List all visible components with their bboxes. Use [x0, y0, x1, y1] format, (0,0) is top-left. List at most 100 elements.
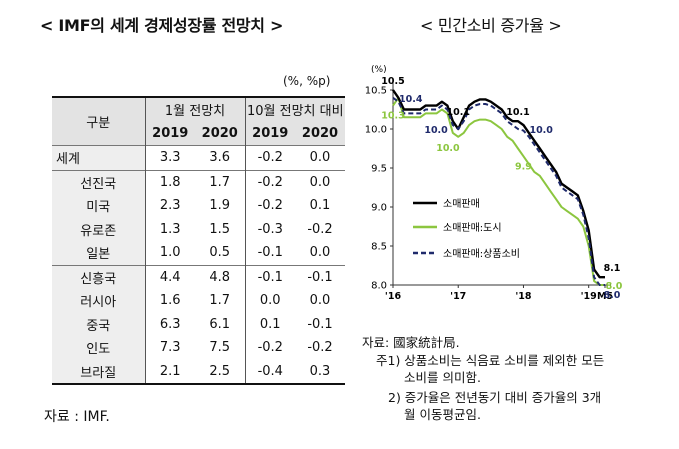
cell: -0.2 [307, 221, 333, 237]
y-tick-label: 10.5 [365, 86, 387, 97]
data-label: 10.3 [381, 111, 404, 122]
row-label: 선진국 [52, 169, 145, 194]
cell: -0.2 [307, 340, 333, 356]
row-label: 유로존 [52, 217, 145, 241]
cell: 6.3 [144, 312, 195, 336]
cell: 1.0 [144, 241, 195, 265]
cell: 1.9 [209, 198, 231, 214]
data-label: 8.0 [604, 290, 621, 301]
chart-note-2: 2) 증가율은 전년동기 대비 증가율의 3개 [388, 390, 602, 405]
x-tick-label: '16 [385, 291, 402, 302]
table-row: 유로존 1.3 1.5 -0.3 -0.2 [52, 217, 345, 241]
cell: -0.1 [244, 264, 295, 289]
row-label: 미국 [52, 194, 145, 218]
x-tick-label: '18 [515, 291, 532, 302]
table-unit: (%, %p) [283, 74, 331, 88]
cell: 7.5 [209, 340, 231, 356]
data-label: 9.9 [515, 161, 532, 172]
table-row: 신흥국 4.4 4.8 -0.1 -0.1 [52, 264, 346, 289]
data-label: 8.1 [604, 263, 621, 274]
header-year: 2020 [195, 121, 245, 146]
table-row: 선진국 1.8 1.7 -0.2 0.0 [52, 169, 346, 194]
growth-forecast-table: 구분 1월 전망치 10월 전망치 대비 2019 2020 2019 2020… [52, 96, 346, 385]
data-label: 10.1 [447, 107, 470, 118]
cell: 3.6 [195, 145, 245, 170]
cell: 7.3 [144, 336, 195, 360]
chart-lines [392, 89, 605, 286]
table-row: 러시아 1.6 1.7 0.0 0.0 [52, 289, 345, 313]
header-group-jan: 1월 전망치 [144, 96, 245, 122]
y-tick-label: 10.0 [365, 125, 387, 136]
chart-source: 자료: 國家統計局. [362, 335, 460, 350]
cell: 0.3 [295, 359, 346, 385]
table-row: 미국 2.3 1.9 -0.2 0.1 [52, 194, 345, 218]
row-label: 중국 [52, 312, 145, 336]
header-year: 2019 [244, 121, 295, 146]
consumption-line-chart: (%)10.510.09.59.08.58.0'16'17'18'19 M5 10… [365, 65, 623, 302]
cell: -0.2 [244, 169, 295, 194]
legend-label: 소매판매:도시 [443, 222, 502, 234]
cell: -0.2 [244, 336, 295, 360]
chart-title: < 민간소비 증가율 > [420, 16, 562, 35]
cell: 6.1 [209, 316, 231, 332]
chart-data-labels: 10.510.410.310.010.110.010.110.09.98.18.… [381, 76, 623, 301]
cell: 0.5 [209, 245, 231, 261]
x-tick-label: '17 [450, 291, 466, 302]
x-tick-label: '19 [581, 291, 597, 302]
cell: -0.1 [295, 264, 346, 289]
cell: 2.3 [144, 194, 195, 218]
x-tick-label: M5 [597, 291, 613, 302]
cell: 1.5 [209, 221, 231, 237]
cell: -0.4 [244, 359, 295, 385]
row-label-world: 세계 [52, 145, 145, 170]
cell: 2.5 [195, 359, 245, 385]
row-label: 브라질 [52, 359, 145, 385]
row-label: 인도 [52, 336, 145, 360]
table-row: 인도 7.3 7.5 -0.2 -0.2 [52, 336, 345, 360]
cell: 1.8 [144, 169, 195, 194]
row-label: 신흥국 [52, 264, 145, 289]
cell: 1.7 [209, 293, 231, 309]
cell: 1.3 [144, 217, 195, 241]
cell: -0.1 [307, 316, 333, 332]
y-tick-label: 9.0 [371, 203, 387, 214]
y-tick-label: 8.0 [371, 281, 387, 292]
table-row: 세계 3.3 3.6 -0.2 0.0 [52, 145, 346, 170]
row-label: 러시아 [52, 289, 145, 313]
cell: -0.3 [244, 217, 295, 241]
table-row: 중국 6.3 6.1 0.1 -0.1 [52, 312, 345, 336]
table-source: 자료 : IMF. [44, 409, 110, 425]
data-label: 10.5 [381, 76, 404, 87]
table-title: < IMF의 세계 경제성장률 전망치 > [40, 16, 284, 35]
legend-label: 소매판매:상품소비 [443, 248, 520, 260]
cell: 0.1 [309, 198, 331, 214]
header-group-oct: 10월 전망치 대비 [244, 96, 346, 122]
data-label: 10.4 [399, 94, 423, 105]
chart-axes: (%)10.510.09.59.08.58.0'16'17'18'19 M5 [365, 65, 613, 302]
cell: 0.0 [309, 245, 331, 261]
data-label: 10.0 [424, 125, 448, 136]
series-line [392, 96, 605, 286]
cell: 0.0 [295, 145, 346, 170]
cell: 0.1 [244, 312, 295, 336]
series-line [392, 89, 605, 279]
y-tick-label: 8.5 [371, 242, 387, 253]
chart-note-1: 주1) 상품소비는 식음료 소비를 제외한 모든 [376, 353, 605, 368]
data-label: 10.0 [529, 125, 553, 136]
cell: -0.2 [244, 145, 295, 170]
header-year: 2020 [295, 121, 346, 146]
cell: 1.6 [144, 289, 195, 313]
cell: 4.8 [195, 264, 245, 289]
cell: 3.3 [144, 145, 195, 170]
legend-label: 소매판매 [443, 198, 480, 210]
cell: 4.4 [144, 264, 195, 289]
table-row: 일본 1.0 0.5 -0.1 0.0 [52, 241, 345, 265]
data-label: 10.1 [506, 107, 529, 118]
cell: 0.0 [295, 169, 346, 194]
chart-note-1b: 소비를 의미함. [404, 370, 481, 385]
series-line [392, 96, 605, 286]
cell: 0.0 [309, 293, 331, 309]
cell: -0.1 [244, 241, 295, 265]
data-label: 10.0 [436, 143, 460, 154]
